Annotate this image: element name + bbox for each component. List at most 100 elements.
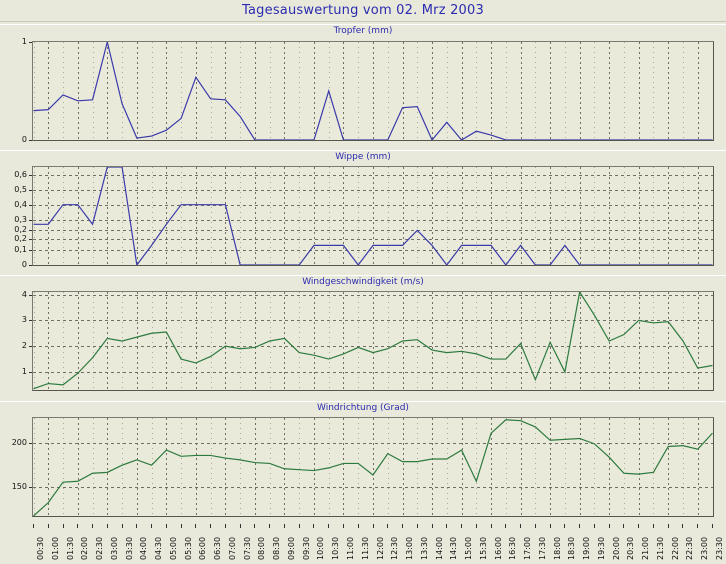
x-axis-tick-mark bbox=[284, 524, 285, 528]
x-axis-tick-label: 07:00 bbox=[227, 536, 237, 560]
chart-title-windrichtung: Windrichtung (Grad) bbox=[317, 403, 409, 413]
y-axis-tick-mark bbox=[29, 42, 32, 43]
x-axis-tick-mark bbox=[313, 524, 314, 528]
y-axis-tick-mark bbox=[29, 205, 32, 206]
data-series-line bbox=[33, 42, 713, 140]
x-axis-tick-mark bbox=[682, 524, 683, 528]
x-axis-tick-label: 10:00 bbox=[316, 536, 326, 560]
x-axis-tick-label: 12:00 bbox=[375, 536, 385, 560]
x-axis-tick-label: 21:00 bbox=[641, 536, 651, 560]
x-axis-tick-label: 18:00 bbox=[552, 536, 562, 560]
y-axis-tick-label: 3 bbox=[21, 315, 27, 325]
x-axis-tick-mark bbox=[653, 524, 654, 528]
x-axis-tick-mark bbox=[550, 524, 551, 528]
x-axis-tick-label: 11:30 bbox=[360, 536, 370, 560]
x-axis-tick-label: 03:30 bbox=[124, 536, 134, 560]
x-axis-tick-mark bbox=[328, 524, 329, 528]
plot-svg-0 bbox=[33, 42, 713, 140]
y-axis-tick-label: 1 bbox=[21, 37, 27, 46]
y-axis-tick-mark bbox=[29, 487, 32, 488]
x-axis-tick-label: 06:00 bbox=[198, 536, 208, 560]
plot-area-2 bbox=[32, 291, 714, 391]
x-axis-tick-label: 23:30 bbox=[715, 536, 724, 560]
x-axis-tick-label: 06:30 bbox=[213, 536, 223, 560]
x-axis-tick-row bbox=[0, 524, 726, 528]
x-axis-tick-mark bbox=[432, 524, 433, 528]
y-axis-tick-mark bbox=[29, 372, 32, 373]
y-axis-tick-label: 0,3 bbox=[14, 214, 27, 224]
x-axis-tick-mark bbox=[476, 524, 477, 528]
x-axis-tick-label: 20:30 bbox=[626, 536, 636, 560]
plot-svg-2 bbox=[33, 292, 713, 390]
x-axis-tick-mark bbox=[535, 524, 536, 528]
x-axis-tick-label: 14:30 bbox=[449, 536, 459, 560]
x-axis-tick-label: 04:30 bbox=[154, 536, 164, 560]
x-axis-tick-label: 05:00 bbox=[168, 536, 178, 560]
y-axis-tick-label: 0,5 bbox=[14, 184, 27, 194]
x-axis-tick-mark bbox=[63, 524, 64, 528]
x-axis-tick-mark bbox=[195, 524, 196, 528]
x-axis-tick-mark bbox=[712, 524, 713, 528]
x-axis-tick-mark bbox=[387, 524, 388, 528]
page-title: Tagesauswertung vom 02. Mrz 2003 bbox=[242, 3, 484, 18]
title-divider bbox=[0, 21, 726, 22]
data-series-line bbox=[33, 292, 713, 390]
chart-title-windgeschwindigkeit: Windgeschwindigkeit (m/s) bbox=[302, 277, 424, 287]
plot-area-1 bbox=[32, 166, 714, 266]
x-axis-labels: 00:30 01:00 01:30 02:00 02:30 03:00 03:30 04:00… bbox=[0, 524, 726, 564]
y-axis-tick-mark bbox=[29, 265, 32, 266]
x-axis-tick-mark bbox=[358, 524, 359, 528]
x-axis-tick-mark bbox=[697, 524, 698, 528]
x-axis-tick-mark bbox=[107, 524, 108, 528]
y-axis-tick-label: 0 bbox=[21, 135, 27, 144]
x-axis-tick-mark bbox=[299, 524, 300, 528]
x-axis-tick-label: 00:30 bbox=[36, 536, 45, 560]
y-axis-tick-mark bbox=[29, 346, 32, 347]
x-axis-tick-mark bbox=[638, 524, 639, 528]
x-axis-tick-label: 15:30 bbox=[478, 536, 488, 560]
x-axis-tick-label: 08:30 bbox=[272, 536, 282, 560]
x-axis-tick-label: 12:30 bbox=[390, 536, 400, 560]
x-axis-tick-label: 23:00 bbox=[700, 536, 710, 560]
x-axis-tick-label: 05:30 bbox=[183, 536, 193, 560]
x-axis-tick-mark bbox=[122, 524, 123, 528]
y-axis-tick-mark bbox=[29, 220, 32, 221]
plot-area-0 bbox=[32, 41, 714, 141]
x-axis-tick-mark bbox=[668, 524, 669, 528]
y-axis-tick-mark bbox=[29, 320, 32, 321]
x-axis-tick-mark bbox=[33, 524, 34, 528]
x-axis-tick-mark bbox=[373, 524, 374, 528]
y-axis-tick-label: 0,2 bbox=[14, 225, 27, 235]
chart-title-wippe: Wippe (mm) bbox=[335, 152, 391, 162]
x-axis-tick-label: 17:30 bbox=[537, 536, 547, 560]
x-axis-tick-mark bbox=[269, 524, 270, 528]
x-axis-tick-mark bbox=[520, 524, 521, 528]
y-axis-tick-mark bbox=[29, 239, 32, 240]
y-axis-tick-mark bbox=[29, 443, 32, 444]
x-axis-tick-label: 13:30 bbox=[419, 536, 429, 560]
y-axis-tick-label: 150 bbox=[11, 482, 27, 492]
x-axis-tick-mark bbox=[505, 524, 506, 528]
data-series-line bbox=[33, 167, 713, 265]
x-axis-tick-label: 16:00 bbox=[493, 536, 503, 560]
x-axis-tick-mark bbox=[402, 524, 403, 528]
x-axis-tick-mark bbox=[461, 524, 462, 528]
plot-svg-1 bbox=[33, 167, 713, 265]
y-axis-tick-mark bbox=[29, 190, 32, 191]
panel-top-divider bbox=[0, 401, 726, 402]
x-axis-tick-mark bbox=[446, 524, 447, 528]
x-axis-tick-mark bbox=[343, 524, 344, 528]
x-axis-tick-mark bbox=[491, 524, 492, 528]
y-axis-tick-mark bbox=[29, 140, 32, 141]
x-axis-tick-label: 03:00 bbox=[109, 536, 119, 560]
x-axis-tick-mark bbox=[623, 524, 624, 528]
y-axis-tick-label: 2 bbox=[21, 341, 27, 351]
x-axis-tick-mark bbox=[48, 524, 49, 528]
x-axis-tick-label: 07:30 bbox=[242, 536, 252, 560]
x-axis-tick-label: 01:30 bbox=[65, 536, 75, 560]
x-axis-tick-label: 16:30 bbox=[508, 536, 518, 560]
x-axis-tick-label: 17:00 bbox=[523, 536, 533, 560]
x-axis-tick-label: 02:30 bbox=[95, 536, 105, 560]
x-axis-tick-mark bbox=[225, 524, 226, 528]
